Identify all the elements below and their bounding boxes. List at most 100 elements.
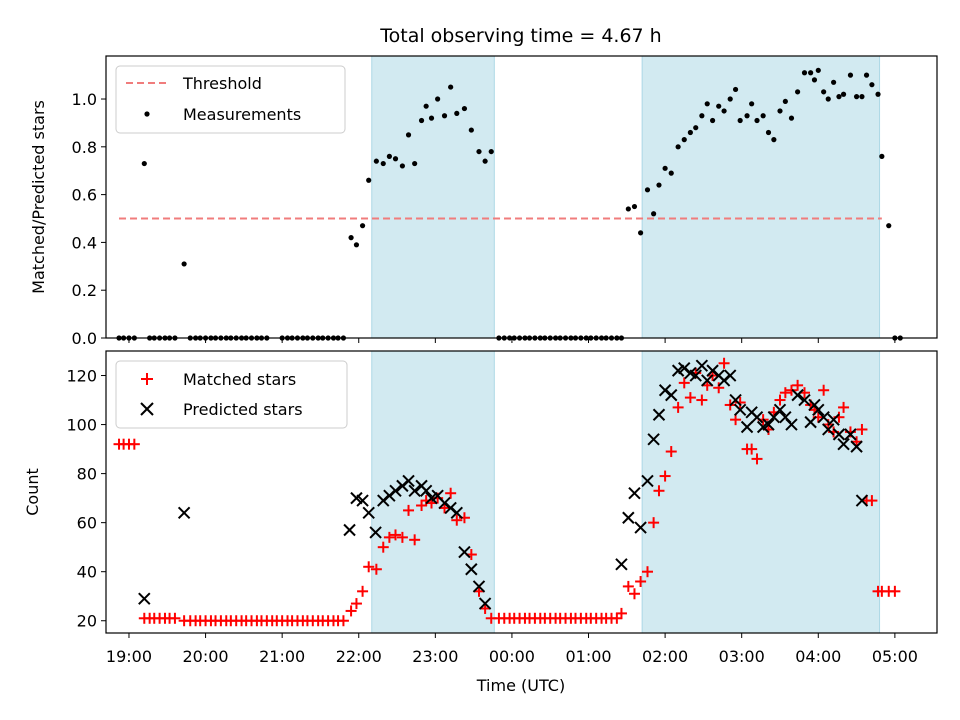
predicted-star-marker	[832, 428, 846, 441]
marker-stroke	[855, 494, 869, 507]
predicted-star-marker	[733, 403, 747, 417]
matched-star-marker	[779, 387, 791, 399]
matched-star-marker	[665, 446, 677, 458]
predicted-star-marker	[622, 511, 635, 524]
marker-stroke	[832, 428, 846, 441]
predicted-star-marker	[791, 388, 804, 402]
top-y-ticks: 0.0 0.2 0.4 0.6 0.8 1.0	[72, 90, 106, 348]
matched-star-marker	[672, 401, 684, 413]
measurement-point	[788, 115, 795, 121]
predicted-star-marker	[177, 506, 191, 520]
measurement-point	[875, 91, 881, 97]
bottom-shaded-spans	[371, 350, 881, 634]
measurement-point	[699, 113, 705, 119]
measurement-point	[423, 103, 429, 109]
marker-stroke	[750, 411, 764, 424]
y-tick-label: 0.8	[72, 138, 97, 157]
measurement-point	[448, 84, 454, 90]
marker-stroke	[779, 411, 792, 424]
y-tick-label: 0.6	[72, 186, 97, 205]
predicted-star-marker	[729, 393, 742, 407]
top-legend: Threshold Measurements	[115, 65, 346, 134]
marker-stroke	[628, 487, 641, 500]
measurement-point	[732, 86, 739, 93]
predicted-star-marker	[472, 580, 486, 593]
predicted-star-marker	[450, 506, 463, 520]
x-tick-label: 00:00	[489, 647, 535, 666]
observing-span	[371, 55, 495, 339]
bottom-y-ticks: 20 40 60 80 100 120	[66, 367, 106, 631]
predicted-star-marker	[762, 418, 775, 431]
predicted-star-marker	[615, 558, 628, 571]
marker-stroke	[444, 501, 457, 515]
x-tick-label: 21:00	[259, 647, 305, 666]
matched-star-marker	[363, 561, 375, 573]
marker-stroke	[350, 491, 363, 505]
x-tick-label: 04:00	[795, 647, 841, 666]
predicted-star-marker	[812, 403, 825, 417]
measurement-point	[727, 96, 733, 102]
marker-stroke	[389, 484, 402, 497]
measurement-point	[765, 129, 772, 136]
marker-stroke	[724, 369, 737, 382]
measurement-point	[869, 82, 875, 88]
y-tick-label: 1.0	[72, 90, 97, 109]
marker-stroke	[844, 428, 857, 441]
y-tick-label: 100	[66, 416, 97, 435]
predicted-star-marker	[408, 484, 421, 497]
predicted-star-marker	[798, 393, 811, 407]
predicted-star-marker	[362, 506, 375, 520]
measurement-point	[373, 158, 379, 164]
measurement-point	[637, 230, 644, 236]
measurement-point	[847, 72, 854, 78]
measurement-point	[782, 98, 788, 105]
marker-stroke	[706, 364, 719, 377]
measurement-point	[795, 89, 801, 95]
measurement-point	[488, 148, 494, 155]
marker-stroke	[458, 545, 471, 559]
measurement-point	[651, 211, 657, 217]
marker-stroke	[356, 494, 369, 507]
marker-stroke	[438, 496, 451, 510]
measurement-point	[840, 91, 847, 97]
legend-measurement-swatch	[144, 111, 150, 117]
marker-stroke	[762, 418, 775, 431]
predicted-star-marker	[402, 474, 415, 488]
matched-star-marker	[615, 607, 627, 619]
marker-stroke	[647, 433, 660, 446]
marker-stroke	[343, 523, 356, 537]
matched-star-marker	[792, 379, 804, 391]
measurement-point	[668, 170, 674, 176]
matched-star-marker	[866, 495, 878, 507]
measurement-point	[386, 153, 392, 159]
predicted-star-marker	[740, 420, 754, 434]
marker-stroke	[695, 359, 709, 372]
marker-stroke	[658, 384, 672, 397]
predicted-star-marker	[695, 359, 709, 372]
measurement-point	[801, 70, 808, 76]
measurement-point	[716, 103, 722, 109]
top-x-ticks	[128, 338, 896, 343]
measurement-point	[721, 108, 727, 114]
matched-star-marker	[383, 531, 395, 543]
legend-matched-label: Matched stars	[183, 370, 296, 389]
legend-threshold-label: Threshold	[182, 74, 262, 93]
measurement-point	[825, 96, 831, 102]
measurement-point	[879, 153, 885, 159]
marker-stroke	[798, 393, 811, 407]
matched-star-marker	[377, 541, 389, 553]
x-tick-label: 22:00	[336, 647, 382, 666]
measurement-point	[631, 203, 638, 210]
matched-star-marker	[396, 531, 408, 543]
y-tick-label: 120	[66, 367, 97, 386]
matched-star-marker	[445, 487, 457, 499]
matched-star-marker	[684, 392, 696, 404]
x-tick-label: 23:00	[412, 647, 458, 666]
predicted-star-marker	[665, 388, 678, 402]
top-panel: 0.0 0.2 0.4 0.6 0.8 1.0 Matched/Predicted sta…	[29, 55, 938, 348]
measurement-point	[392, 156, 399, 162]
predicted-star-marker	[634, 521, 647, 534]
measurement-point	[348, 235, 354, 241]
observing-span	[641, 55, 881, 339]
